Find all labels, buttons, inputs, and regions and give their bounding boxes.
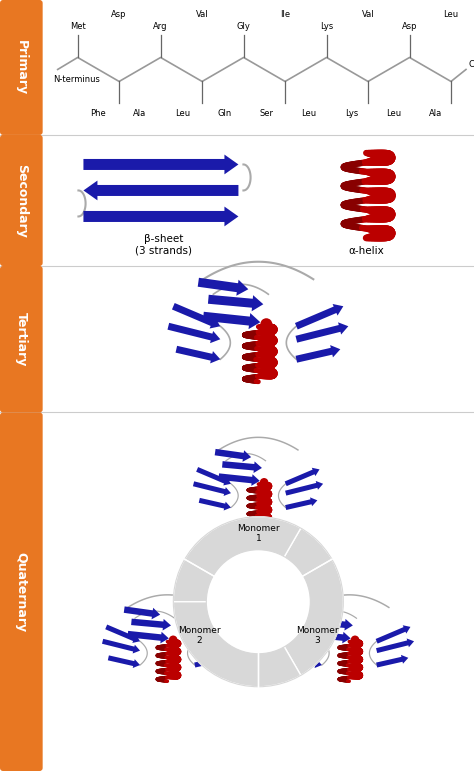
- Circle shape: [206, 550, 310, 654]
- FancyArrow shape: [194, 625, 228, 644]
- FancyArrow shape: [198, 278, 248, 296]
- FancyArrow shape: [296, 345, 340, 362]
- FancyArrow shape: [131, 618, 171, 631]
- Text: Primary: Primary: [15, 40, 28, 95]
- Circle shape: [351, 635, 359, 644]
- Text: Val: Val: [362, 11, 374, 19]
- Text: Gln: Gln: [218, 109, 232, 119]
- Text: Lys: Lys: [345, 109, 358, 119]
- Text: Phe: Phe: [90, 109, 106, 119]
- FancyArrow shape: [196, 467, 231, 486]
- FancyArrow shape: [193, 481, 231, 496]
- FancyArrow shape: [285, 468, 319, 486]
- FancyArrow shape: [376, 655, 408, 668]
- FancyBboxPatch shape: [0, 266, 43, 412]
- FancyArrow shape: [310, 631, 351, 643]
- FancyArrow shape: [194, 655, 227, 668]
- FancyArrow shape: [83, 180, 238, 200]
- Wedge shape: [173, 517, 301, 601]
- Text: Gly: Gly: [237, 22, 251, 32]
- FancyArrow shape: [102, 639, 140, 654]
- FancyArrow shape: [172, 303, 220, 328]
- Text: Asp: Asp: [111, 11, 127, 19]
- FancyArrow shape: [285, 497, 318, 510]
- FancyArrow shape: [124, 607, 160, 619]
- Text: N-terminus: N-terminus: [53, 75, 100, 84]
- FancyArrow shape: [375, 625, 410, 644]
- Text: Arg: Arg: [154, 22, 168, 32]
- Wedge shape: [173, 601, 301, 687]
- FancyArrow shape: [290, 655, 322, 668]
- FancyArrow shape: [287, 625, 322, 643]
- FancyArrow shape: [215, 449, 251, 462]
- Text: Lys: Lys: [320, 22, 333, 32]
- Circle shape: [260, 478, 268, 487]
- FancyArrow shape: [128, 631, 169, 643]
- FancyArrow shape: [167, 323, 220, 343]
- FancyBboxPatch shape: [0, 412, 43, 771]
- Text: Secondary: Secondary: [15, 163, 28, 237]
- FancyArrow shape: [108, 655, 140, 668]
- Text: Met: Met: [70, 22, 85, 32]
- FancyArrow shape: [175, 346, 220, 363]
- FancyArrow shape: [208, 295, 264, 311]
- FancyArrow shape: [284, 639, 322, 654]
- Text: Leu: Leu: [444, 11, 458, 19]
- Text: Val: Val: [196, 11, 209, 19]
- Text: Ala: Ala: [133, 109, 146, 119]
- Circle shape: [260, 318, 273, 330]
- Text: Monomer
2: Monomer 2: [178, 626, 221, 645]
- Text: Leu: Leu: [301, 109, 317, 119]
- FancyArrow shape: [194, 638, 232, 653]
- FancyArrow shape: [83, 207, 238, 227]
- FancyArrow shape: [83, 154, 238, 174]
- Text: Monomer
3: Monomer 3: [296, 626, 338, 645]
- FancyArrow shape: [222, 461, 262, 473]
- Text: Quaternary: Quaternary: [15, 552, 28, 631]
- FancyBboxPatch shape: [0, 0, 43, 135]
- Text: Tertiary: Tertiary: [15, 312, 28, 366]
- Text: Ala: Ala: [429, 109, 443, 119]
- Text: Leu: Leu: [386, 109, 401, 119]
- Text: Ile: Ile: [280, 11, 290, 19]
- Text: β-sheet
(3 strands): β-sheet (3 strands): [135, 234, 192, 256]
- Text: Leu: Leu: [175, 109, 190, 119]
- FancyArrow shape: [105, 625, 140, 643]
- FancyArrow shape: [376, 638, 414, 653]
- FancyArrow shape: [285, 481, 323, 496]
- FancyArrow shape: [295, 304, 343, 329]
- FancyArrow shape: [306, 607, 342, 619]
- Text: Asp: Asp: [402, 22, 417, 32]
- FancyArrow shape: [199, 498, 231, 510]
- FancyBboxPatch shape: [0, 135, 43, 266]
- Text: Monomer
1: Monomer 1: [237, 524, 280, 544]
- Text: C-terminus: C-terminus: [469, 60, 474, 69]
- FancyArrow shape: [203, 311, 260, 329]
- Text: Ser: Ser: [260, 109, 274, 119]
- FancyArrow shape: [313, 618, 353, 631]
- Text: α-helix: α-helix: [348, 246, 384, 256]
- Wedge shape: [258, 528, 343, 675]
- FancyArrow shape: [219, 473, 260, 486]
- FancyArrow shape: [295, 322, 348, 342]
- Circle shape: [169, 635, 177, 644]
